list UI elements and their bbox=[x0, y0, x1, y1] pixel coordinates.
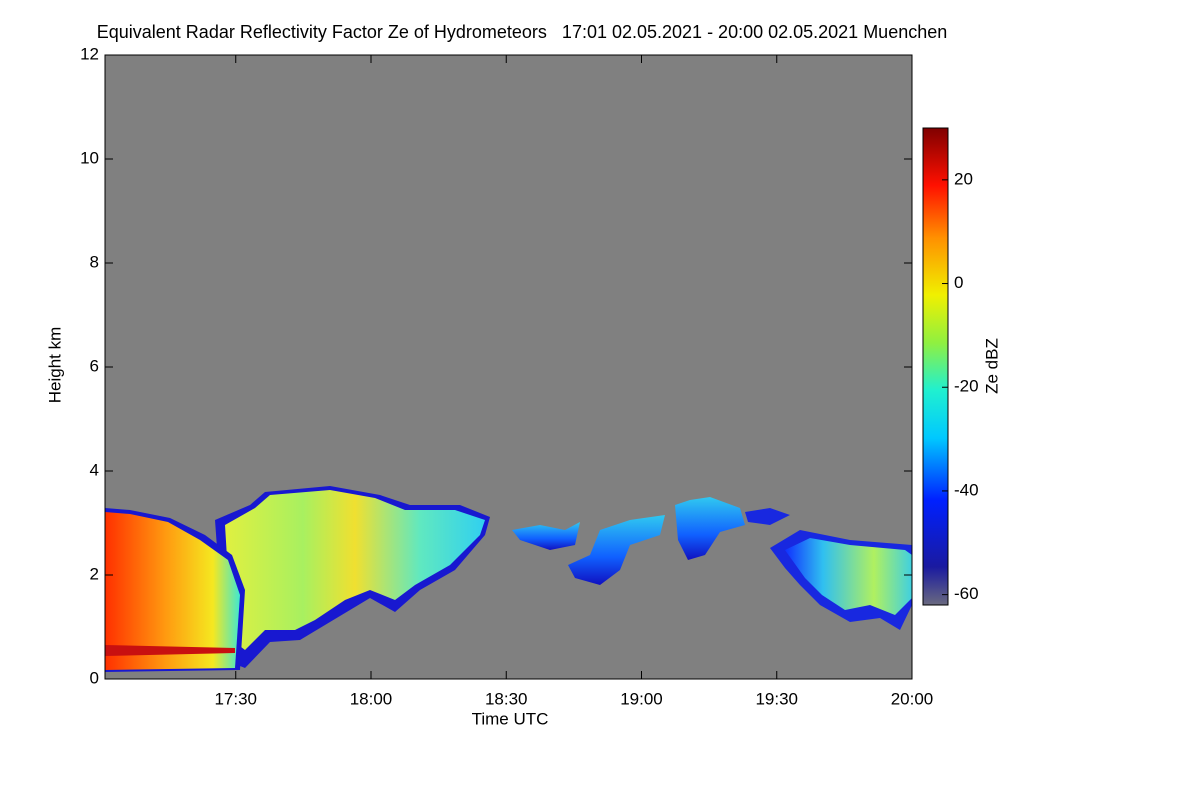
y-tick-label: 8 bbox=[90, 252, 99, 271]
chart-title: Equivalent Radar Reflectivity Factor Ze … bbox=[97, 22, 948, 42]
x-tick-label: 18:00 bbox=[350, 689, 393, 708]
radar-echoes bbox=[105, 486, 912, 672]
colorbar-tick-label: -40 bbox=[954, 480, 979, 499]
x-tick-label: 20:00 bbox=[891, 689, 934, 708]
x-tick-label: 17:30 bbox=[214, 689, 257, 708]
echo-region bbox=[785, 538, 912, 615]
echo-region bbox=[225, 490, 485, 650]
x-tick-label: 18:30 bbox=[485, 689, 528, 708]
echo-region bbox=[675, 497, 745, 560]
y-axis-label: Height km bbox=[45, 327, 64, 404]
y-tick-label: 10 bbox=[80, 148, 99, 167]
colorbar-tick-label: 20 bbox=[954, 169, 973, 188]
y-tick-label: 12 bbox=[80, 44, 99, 63]
x-axis-label: Time UTC bbox=[472, 709, 549, 728]
x-tick-label: 19:00 bbox=[620, 689, 663, 708]
colorbar-tick-label: 0 bbox=[954, 273, 963, 292]
echo-region bbox=[105, 645, 235, 656]
colorbar-label: Ze dBZ bbox=[982, 338, 1001, 394]
colorbar-tick-label: -20 bbox=[954, 377, 979, 396]
echo-region bbox=[745, 508, 790, 525]
y-tick-label: 0 bbox=[90, 668, 99, 687]
colorbar bbox=[922, 127, 949, 606]
y-tick-label: 2 bbox=[90, 564, 99, 583]
echo-region bbox=[568, 515, 665, 585]
echo-region bbox=[512, 522, 580, 550]
x-tick-label: 19:30 bbox=[755, 689, 798, 708]
colorbar-tick-label: -60 bbox=[954, 584, 979, 603]
y-tick-label: 4 bbox=[90, 460, 99, 479]
y-tick-label: 6 bbox=[90, 356, 99, 375]
echo-region bbox=[105, 512, 240, 670]
